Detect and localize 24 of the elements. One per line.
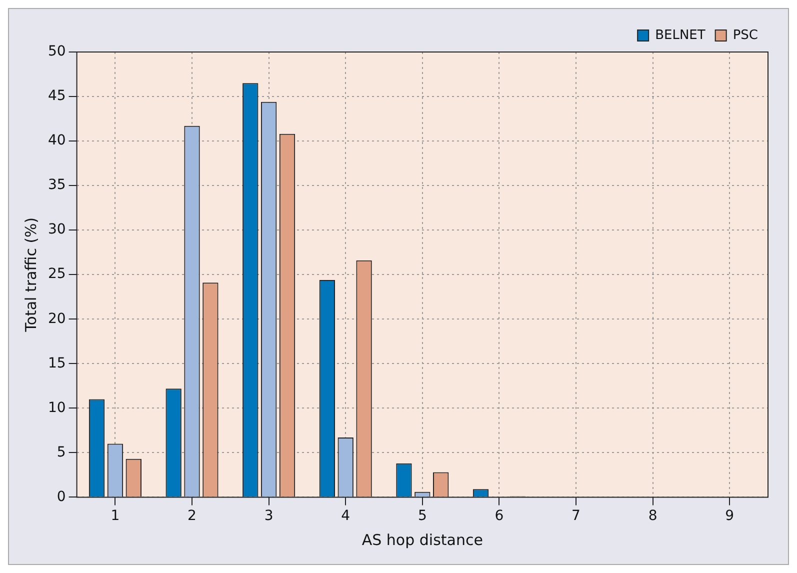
x-tick-label: 4: [341, 508, 350, 524]
y-tick-label: 5: [56, 444, 66, 460]
x-tick-label: 7: [572, 508, 580, 524]
y-tick-label: 10: [48, 400, 66, 416]
y-tick-label: 25: [48, 266, 66, 282]
x-axis-title: AS hop distance: [362, 530, 483, 549]
y-tick-label: 50: [48, 44, 66, 60]
y-tick-label: 0: [56, 488, 66, 505]
x-tick-label: 3: [264, 508, 274, 524]
y-tick-label: 35: [48, 177, 66, 194]
y-axis-title: Total traffic (%): [22, 217, 40, 333]
y-tick-label: 30: [48, 222, 66, 238]
y-tick-label: 20: [48, 310, 66, 327]
y-tick-label: 45: [48, 88, 66, 104]
legend-label: BELNET: [655, 28, 706, 43]
x-tick-label: 6: [494, 508, 504, 524]
y-tick-label: 15: [48, 355, 66, 372]
x-tick-label: 2: [188, 508, 196, 524]
x-tick-label: 1: [110, 508, 120, 524]
x-tick-label: 5: [418, 508, 427, 524]
x-tick-label: 9: [725, 508, 734, 524]
legend-label: PSC: [732, 28, 758, 43]
x-tick-label: 8: [648, 508, 658, 524]
y-tick-label: 40: [48, 132, 66, 149]
